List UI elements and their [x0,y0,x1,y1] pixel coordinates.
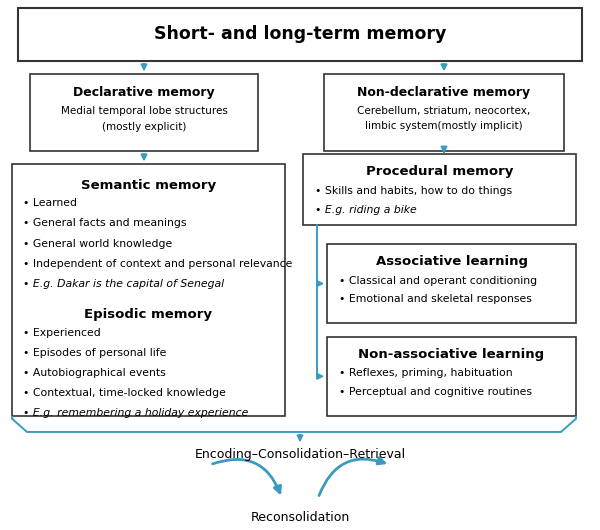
Text: • E.g. Dakar is the capital of Senegal: • E.g. Dakar is the capital of Senegal [23,279,224,289]
FancyBboxPatch shape [324,74,564,151]
Text: Procedural memory: Procedural memory [366,165,513,179]
Text: Non-declarative memory: Non-declarative memory [358,86,530,99]
Text: Semantic memory: Semantic memory [81,179,216,192]
Text: Short- and long-term memory: Short- and long-term memory [154,25,446,43]
Text: Non-associative learning: Non-associative learning [358,348,545,361]
FancyBboxPatch shape [18,8,582,61]
Text: Cerebellum, striatum, neocortex,: Cerebellum, striatum, neocortex, [358,106,530,116]
Text: • Independent of context and personal relevance: • Independent of context and personal re… [23,259,292,269]
Text: • Skills and habits, how to do things: • Skills and habits, how to do things [315,186,512,196]
Text: • E.g. remembering a holiday experience: • E.g. remembering a holiday experience [23,408,248,418]
Text: Encoding–Consolidation–Retrieval: Encoding–Consolidation–Retrieval [194,448,406,461]
Text: • Contextual, time-locked knowledge: • Contextual, time-locked knowledge [23,388,226,398]
Text: Medial temporal lobe structures: Medial temporal lobe structures [61,106,227,116]
FancyBboxPatch shape [327,337,576,416]
Text: Episodic memory: Episodic memory [85,308,212,322]
FancyBboxPatch shape [30,74,258,151]
Text: • Learned: • Learned [23,198,77,208]
Text: • E.g. riding a bike: • E.g. riding a bike [315,205,417,215]
Text: • Classical and operant conditioning: • Classical and operant conditioning [339,276,537,286]
Text: • Reflexes, priming, habituation: • Reflexes, priming, habituation [339,368,512,378]
Text: limbic system(mostly implicit): limbic system(mostly implicit) [365,121,523,131]
Text: • Perceptual and cognitive routines: • Perceptual and cognitive routines [339,387,532,397]
Text: • General facts and meanings: • General facts and meanings [23,218,187,228]
Text: • Experienced: • Experienced [23,328,101,338]
Text: Associative learning: Associative learning [376,255,527,269]
Text: Declarative memory: Declarative memory [73,86,215,99]
FancyBboxPatch shape [327,244,576,323]
Text: • Autobiographical events: • Autobiographical events [23,368,166,378]
Text: (mostly explicit): (mostly explicit) [102,122,186,132]
Text: Reconsolidation: Reconsolidation [250,511,350,525]
FancyBboxPatch shape [12,164,285,416]
Text: • General world knowledge: • General world knowledge [23,238,172,249]
Text: • Episodes of personal life: • Episodes of personal life [23,348,166,358]
FancyBboxPatch shape [303,154,576,225]
Text: • Emotional and skeletal responses: • Emotional and skeletal responses [339,294,532,304]
